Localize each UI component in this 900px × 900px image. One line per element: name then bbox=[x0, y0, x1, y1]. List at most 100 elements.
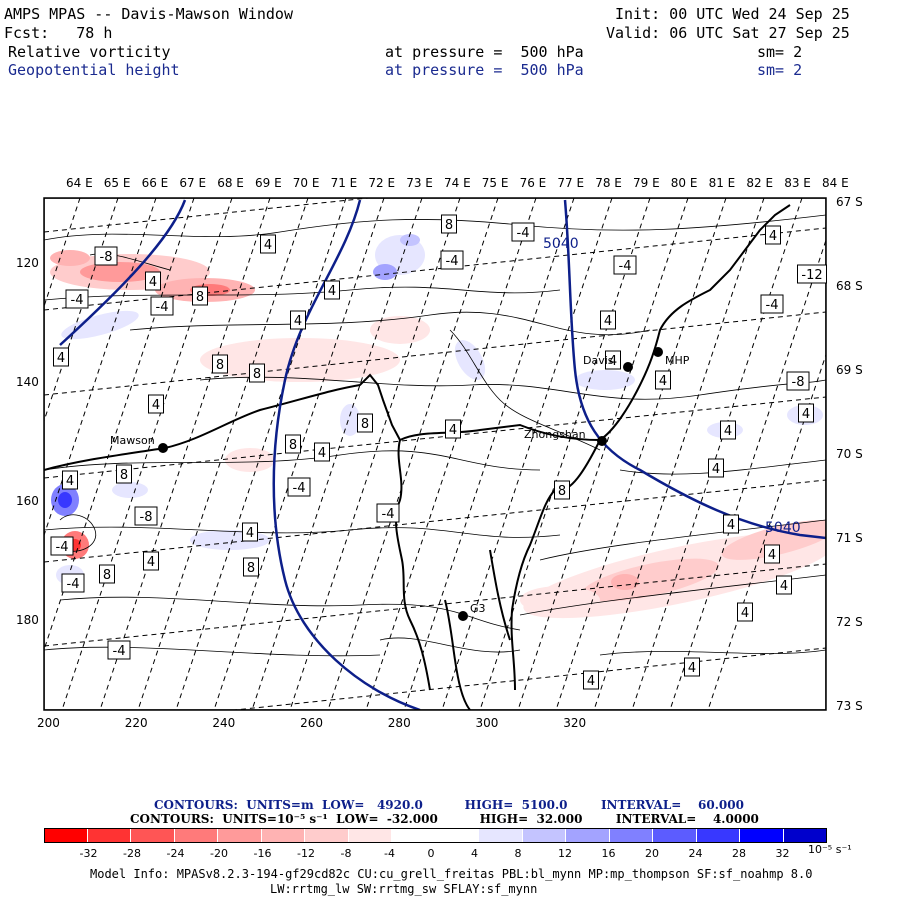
colorbar-label: -12 bbox=[297, 847, 315, 860]
svg-text:MHP: MHP bbox=[665, 354, 690, 367]
x-tick-label: 200 bbox=[37, 716, 60, 730]
contour-label: 4 bbox=[768, 548, 776, 563]
colorbar-label: 0 bbox=[427, 847, 435, 860]
contour-label-box bbox=[290, 310, 306, 330]
contour-label-box bbox=[684, 657, 700, 677]
colorbar-cell bbox=[305, 828, 349, 843]
contour-label: 4 bbox=[780, 579, 788, 594]
contour-label: 4 bbox=[147, 555, 155, 570]
colorbar-label: -4 bbox=[384, 847, 395, 860]
longitude-label: 82 E bbox=[746, 176, 774, 190]
contour-label: 4 bbox=[294, 314, 302, 329]
contour-label: 4 bbox=[149, 275, 157, 290]
meridian-line bbox=[517, 198, 689, 710]
colorbar-cell bbox=[653, 828, 697, 843]
colorbar-label: 12 bbox=[558, 847, 572, 860]
contour-label-box bbox=[786, 371, 810, 391]
vorticity-contour-info: CONTOURS: UNITS=10⁻⁵ s⁻¹ LOW= -32.000 HI… bbox=[130, 812, 759, 826]
colorbar-label: 32 bbox=[775, 847, 790, 860]
meridian-line bbox=[707, 353, 826, 710]
contour-label: 8 bbox=[216, 358, 224, 373]
meridian-line bbox=[327, 198, 499, 710]
colorbar-cell bbox=[174, 828, 218, 843]
contour-label: 4 bbox=[57, 351, 65, 366]
contour-label-box bbox=[511, 222, 535, 242]
contour-label-box bbox=[285, 434, 301, 454]
height-contour-labels: 5040 5040 bbox=[543, 236, 801, 536]
contour-label-box bbox=[150, 296, 174, 316]
contour-label: 4 bbox=[741, 606, 749, 621]
x-tick-label: 220 bbox=[124, 716, 148, 730]
longitude-label: 66 E bbox=[141, 176, 169, 190]
colorbar-label: 4 bbox=[471, 847, 478, 860]
longitude-label: 73 E bbox=[406, 176, 433, 190]
colorbar-cell bbox=[218, 828, 262, 843]
colorbar-cell bbox=[696, 828, 740, 843]
contour-label: 4 bbox=[727, 518, 735, 533]
contour-label-box bbox=[797, 264, 827, 284]
latitude-label: 67 S bbox=[836, 195, 863, 209]
colorbar-label: -20 bbox=[210, 847, 228, 860]
longitude-label: 70 E bbox=[292, 176, 320, 190]
contour-label: -4 bbox=[766, 298, 779, 313]
colorbar-label: -24 bbox=[166, 847, 185, 860]
contour-label-box bbox=[192, 286, 208, 306]
contour-label-box bbox=[605, 350, 621, 370]
contour-label-box bbox=[554, 480, 570, 500]
colorbar-label: -8 bbox=[340, 847, 352, 860]
negative-vorticity-shading bbox=[50, 250, 826, 619]
colorbar-label: -32 bbox=[79, 847, 98, 860]
contour-label: 4 bbox=[712, 462, 720, 477]
meridian-line bbox=[555, 198, 727, 710]
colorbar-cell bbox=[479, 828, 523, 843]
contour-label: 4 bbox=[328, 284, 336, 299]
meridian-line bbox=[479, 198, 651, 710]
y-tick-label: 140 bbox=[16, 375, 39, 389]
colorbar-label: -16 bbox=[253, 847, 272, 860]
contour-label-box bbox=[99, 564, 115, 584]
contour-label-box bbox=[720, 420, 736, 440]
contour-label: -4 bbox=[71, 293, 84, 308]
contour-label: 8 bbox=[103, 568, 111, 583]
longitude-label: 65 E bbox=[103, 176, 131, 190]
colorbar-cell bbox=[609, 828, 653, 843]
svg-text:Mawson: Mawson bbox=[110, 434, 155, 447]
longitude-label: 80 E bbox=[670, 176, 698, 190]
colorbar-cell bbox=[87, 828, 131, 843]
contour-label-box bbox=[134, 506, 158, 526]
contour-label-box bbox=[764, 544, 780, 564]
contour-label-box bbox=[723, 514, 739, 534]
colorbar-cell bbox=[566, 828, 610, 843]
x-tick-label: 240 bbox=[212, 716, 236, 730]
colorbar-frame bbox=[44, 828, 827, 843]
longitude-label: 84 E bbox=[822, 176, 849, 190]
y-tick-label: 160 bbox=[16, 494, 39, 508]
contour-label: -4 bbox=[446, 254, 459, 269]
contour-label-box bbox=[765, 225, 781, 245]
longitude-label: 75 E bbox=[481, 176, 509, 190]
field2-level: at pressure = 500 hPa bbox=[385, 61, 584, 79]
latitude-label: 69 S bbox=[836, 363, 863, 377]
meridian-line bbox=[593, 198, 765, 710]
y-tick-label: 180 bbox=[16, 613, 39, 627]
contour-label-box bbox=[376, 503, 400, 523]
model-info-line-1: Model Info: MPASv8.2.3-194-gf29cd82c CU:… bbox=[90, 867, 813, 881]
svg-text:Davis: Davis bbox=[583, 354, 614, 367]
contour-label: 4 bbox=[152, 398, 160, 413]
contour-label-box bbox=[242, 522, 258, 542]
contour-label-box bbox=[53, 347, 69, 367]
contour-label-box bbox=[212, 354, 228, 374]
longitude-label: 79 E bbox=[633, 176, 660, 190]
longitude-label: 76 E bbox=[519, 176, 547, 190]
field2-smooth: sm= 2 bbox=[757, 61, 803, 79]
contour-label: 4 bbox=[802, 407, 810, 422]
colorbar-label: 16 bbox=[601, 847, 616, 860]
station-markers bbox=[158, 347, 663, 621]
contour-label: 4 bbox=[769, 229, 777, 244]
contour-label: -12 bbox=[801, 268, 822, 283]
x-tick-label: 260 bbox=[300, 716, 323, 730]
height-contour-info: CONTOURS: UNITS=m LOW= 4920.0 HIGH= 5100… bbox=[154, 798, 744, 812]
contour-label-box bbox=[243, 557, 259, 577]
field1-name: Relative vorticity bbox=[8, 43, 171, 61]
